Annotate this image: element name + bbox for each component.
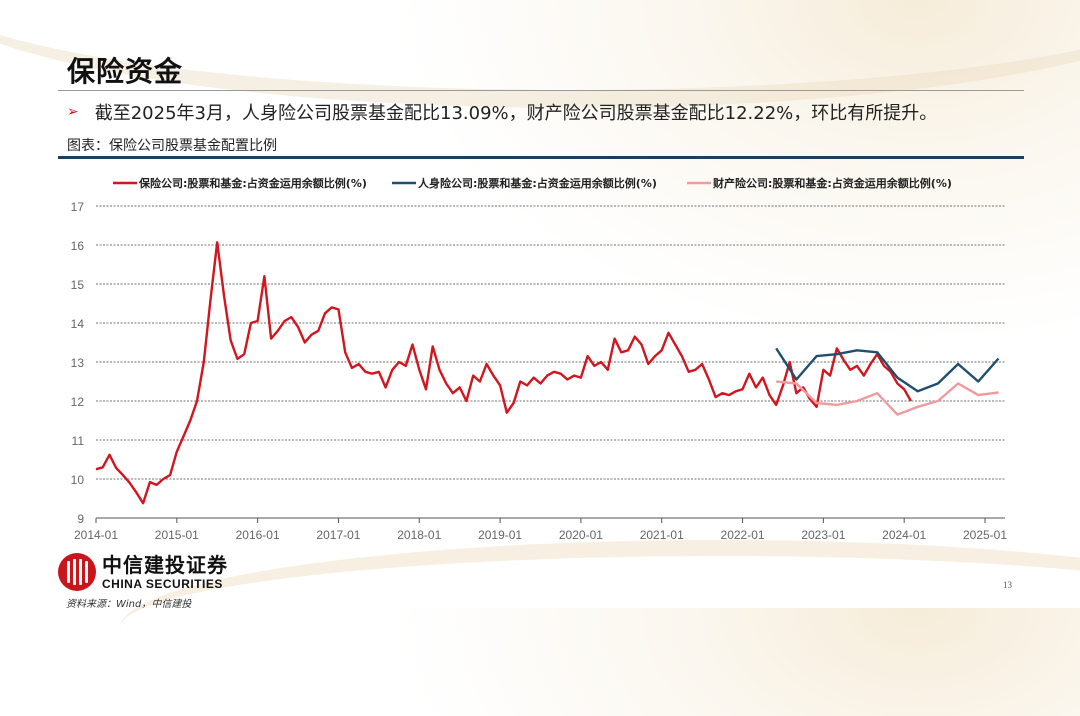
x-tick-label: 2019-01 — [478, 528, 522, 542]
caption-divider — [58, 156, 1024, 159]
legend-item: 财产险公司:股票和基金:占资金运用余额比例(%) — [687, 176, 952, 190]
x-tick-label: 2021-01 — [640, 528, 684, 542]
series-line — [776, 380, 999, 416]
company-logo: 中信建投证券 CHINA SECURITIES — [58, 553, 228, 591]
y-tick-label: 11 — [72, 434, 85, 448]
x-tick-label: 2023-01 — [801, 528, 845, 542]
summary-bullet: ➢ 截至2025年3月，人身险公司股票基金配比13.09%，财产险公司股票基金配… — [67, 99, 937, 125]
logo-english-name: CHINA SECURITIES — [102, 576, 223, 591]
y-tick-label: 13 — [71, 356, 85, 370]
figure-caption: 图表：保险公司股票基金配置比例 — [67, 138, 277, 154]
svg-text:保险公司:股票和基金:占资金运用余额比例(%): 保险公司:股票和基金:占资金运用余额比例(%) — [138, 176, 367, 190]
page-number: 13 — [1003, 580, 1012, 590]
legend-item: 保险公司:股票和基金:占资金运用余额比例(%) — [113, 176, 367, 190]
x-tick-label: 2016-01 — [236, 528, 280, 542]
summary-text: 截至2025年3月，人身险公司股票基金配比13.09%，财产险公司股票基金配比1… — [94, 103, 938, 124]
y-tick-label: 12 — [71, 395, 85, 409]
y-tick-label: 14 — [71, 317, 85, 331]
series-line — [95, 241, 912, 505]
x-tick-label: 2018-01 — [397, 528, 441, 542]
x-tick-label: 2014-01 — [74, 528, 118, 542]
x-tick-label: 2022-01 — [721, 528, 765, 542]
y-tick-label: 15 — [71, 278, 85, 292]
legend-item: 人身险公司:股票和基金:占资金运用余额比例(%) — [392, 176, 657, 190]
x-tick-label: 2020-01 — [559, 528, 603, 542]
x-tick-label: 2025-01 — [963, 528, 1007, 542]
series-line — [775, 347, 1000, 393]
citic-logo-icon — [58, 553, 96, 591]
data-source: 资料来源：Wind，中信建投 — [66, 599, 192, 610]
arrow-bullet-icon: ➢ — [67, 104, 79, 120]
slide-title: 保险资金 — [67, 55, 184, 88]
logo-chinese-name: 中信建投证券 — [102, 552, 228, 577]
y-tick-label: 10 — [71, 473, 85, 487]
y-tick-label: 16 — [71, 239, 85, 253]
svg-text:财产险公司:股票和基金:占资金运用余额比例(%): 财产险公司:股票和基金:占资金运用余额比例(%) — [712, 176, 952, 190]
y-tick-label: 17 — [71, 200, 85, 214]
title-divider — [58, 90, 1024, 91]
y-tick-label: 9 — [77, 512, 84, 526]
x-tick-label: 2015-01 — [155, 528, 199, 542]
x-tick-label: 2024-01 — [882, 528, 926, 542]
x-tick-label: 2017-01 — [316, 528, 360, 542]
svg-text:人身险公司:股票和基金:占资金运用余额比例(%): 人身险公司:股票和基金:占资金运用余额比例(%) — [418, 176, 657, 190]
line-chart: 9 10 11 12 13 14 15 16 17 2014-01 2015-01 2016-01 20… — [71, 176, 1008, 542]
